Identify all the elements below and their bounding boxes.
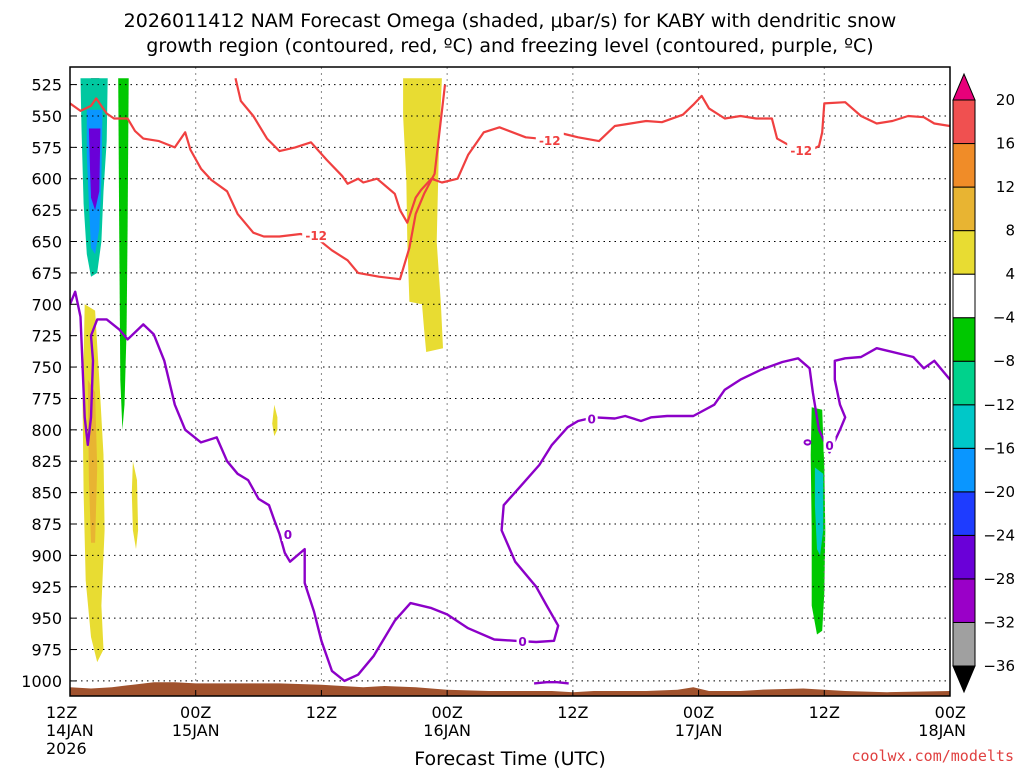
y-tick-label-850: 850 <box>31 484 62 503</box>
colorbar-label--20: −20 <box>983 483 1015 501</box>
colorbar-swatch-16-to-20 <box>952 99 976 145</box>
contour-label-bg <box>535 131 564 147</box>
contour-label-bg <box>823 436 836 452</box>
x-tick-label-0-1: 12Z <box>46 703 77 722</box>
colorbar-label--32: −32 <box>983 613 1015 631</box>
y-tick-label-575: 575 <box>31 138 62 157</box>
freezing-level-contour-2 <box>533 681 569 685</box>
y-tick-label-825: 825 <box>31 452 62 471</box>
y-tick-label-600: 600 <box>31 170 62 189</box>
contour-label: -12 <box>539 134 561 148</box>
y-tick-label-875: 875 <box>31 515 62 534</box>
y-tick-label-700: 700 <box>31 295 62 314</box>
omega-region-descent-small-column <box>131 461 139 550</box>
colorbar-swatch-4-to-8 <box>952 230 976 275</box>
colorbar-swatch--4-to-4 <box>952 273 976 319</box>
colorbar-label--12: −12 <box>983 396 1015 414</box>
contour-label-bg <box>787 141 816 157</box>
omega-region-ascent-green-strip <box>118 78 129 430</box>
x-axis-label: Forecast Time (UTC) <box>414 748 605 768</box>
y-tick-label-725: 725 <box>31 327 62 346</box>
plot-frame <box>69 66 951 697</box>
x-tick-label-84-1: 00Z <box>935 703 966 722</box>
colorbar-max-arrow <box>952 72 976 101</box>
colorbar-label--8: −8 <box>993 352 1015 370</box>
contour-label: 0 <box>518 635 526 649</box>
colorbar-min-arrow <box>952 665 976 694</box>
colorbar-label-16: 16 <box>996 135 1015 153</box>
x-tick-label-48-1: 12Z <box>557 703 588 722</box>
colorbar-swatch--32-to--28 <box>952 578 976 623</box>
x-tick-label-36-2: 16JAN <box>423 721 471 740</box>
contour-label-bg <box>516 632 529 648</box>
y-tick-label-975: 975 <box>31 641 62 660</box>
colorbar-swatch--28-to--24 <box>952 534 976 580</box>
y-tick-label-800: 800 <box>31 421 62 440</box>
colorbar-label-20: 20 <box>996 91 1015 109</box>
dgz-contour-1 <box>70 84 447 281</box>
y-tick-label-550: 550 <box>31 107 62 126</box>
x-tick-label-0-3: 2026 <box>46 739 87 758</box>
contour-label-bg <box>585 410 598 426</box>
x-tick-label-12-2: 15JAN <box>172 721 220 740</box>
chart-title-line-2: growth region (contoured, red, ºC) and f… <box>146 35 873 57</box>
y-tick-label-675: 675 <box>31 264 62 283</box>
y-tick-label-925: 925 <box>31 578 62 597</box>
y-tick-label-650: 650 <box>31 233 62 252</box>
colorbar-label--36: −36 <box>983 657 1015 675</box>
colorbar-label--4: −4 <box>993 309 1015 327</box>
contour-label: 0 <box>284 528 292 542</box>
y-tick-label-525: 525 <box>31 76 62 95</box>
colorbar-label--28: −28 <box>983 570 1015 588</box>
colorbar-swatch-8-to-12 <box>952 186 976 232</box>
chart-title-line-1: 2026011412 NAM Forecast Omega (shaded, μ… <box>124 10 897 32</box>
x-tick-label-12-1: 00Z <box>180 703 211 722</box>
x-tick-label-24-1: 12Z <box>306 703 337 722</box>
colorbar-swatch--24-to--20 <box>952 491 976 536</box>
colorbar-swatch--12-to--8 <box>952 360 976 406</box>
contour-label: -12 <box>305 229 327 243</box>
omega-region-ascent-inner-column <box>88 128 101 211</box>
x-tick-label-84-2: 18JAN <box>918 721 966 740</box>
x-tick-label-60-2: 17JAN <box>675 721 723 740</box>
y-tick-label-1000: 1000 <box>21 672 62 691</box>
credit-text: coolwx.com/modelts <box>851 747 1014 765</box>
contour-label: 0 <box>588 413 596 427</box>
x-tick-label-36-1: 00Z <box>431 703 462 722</box>
contour-label: -12 <box>790 144 812 158</box>
colorbar-label-4: 4 <box>1005 265 1015 283</box>
colorbar-swatch-12-to-16 <box>952 143 976 188</box>
y-tick-label-625: 625 <box>31 201 62 220</box>
colorbar-label-12: 12 <box>996 178 1015 196</box>
dgz-contour-2 <box>234 78 950 224</box>
omega-region-descent-speck <box>272 404 278 437</box>
contour-label: 0 <box>825 439 833 453</box>
colorbar-label--24: −24 <box>983 526 1015 544</box>
x-tick-label-72-1: 12Z <box>809 703 840 722</box>
contour-label-bg <box>302 227 331 243</box>
colorbar-swatch--20-to--16 <box>952 447 976 493</box>
freezing-level-blob <box>803 439 812 446</box>
y-tick-label-750: 750 <box>31 358 62 377</box>
y-tick-label-900: 900 <box>31 546 62 565</box>
y-tick-label-775: 775 <box>31 389 62 408</box>
omega-region-descent-upper-column <box>403 78 443 353</box>
colorbar-swatch--8-to--4 <box>952 317 976 362</box>
terrain-fill <box>70 682 950 696</box>
y-tick-label-950: 950 <box>31 609 62 628</box>
colorbar-swatch--16-to--12 <box>952 404 976 449</box>
omega-region-ascent-late-core <box>814 467 824 556</box>
x-tick-label-60-1: 00Z <box>683 703 714 722</box>
x-tick-label-0-2: 14JAN <box>46 721 94 740</box>
colorbar-label--16: −16 <box>983 439 1015 457</box>
contour-label-bg <box>281 526 294 542</box>
colorbar-label-8: 8 <box>1005 222 1015 240</box>
colorbar-swatch--36-to--32 <box>952 621 976 667</box>
